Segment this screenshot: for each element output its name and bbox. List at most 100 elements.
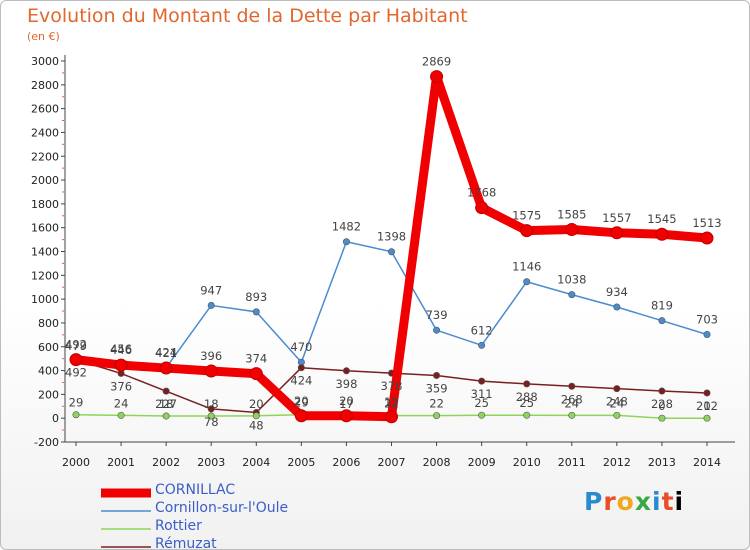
data-label: 1545 [647, 212, 676, 226]
data-point [523, 278, 531, 286]
x-tick-label: 2001 [107, 456, 135, 469]
data-label: 1557 [602, 211, 631, 225]
x-tick-label: 2002 [152, 456, 180, 469]
x-tick-label: 2004 [242, 456, 270, 469]
data-label: 22 [384, 397, 399, 411]
chart-subtitle: (en €) [27, 30, 60, 43]
data-point [658, 387, 666, 395]
data-point [700, 231, 714, 245]
data-point [613, 303, 621, 311]
data-label: 212 [696, 399, 718, 413]
data-label: 446 [110, 343, 132, 357]
data-point [385, 410, 398, 424]
legend-swatch-cornillac [101, 488, 151, 498]
data-label: 492 [65, 338, 87, 352]
data-label: 25 [519, 396, 534, 410]
x-tick-label: 2010 [513, 456, 541, 469]
data-label: 424 [290, 374, 312, 388]
y-tick-label: 600 [38, 341, 59, 354]
logo-letter: o [616, 487, 635, 516]
y-tick-label: -200 [34, 436, 59, 449]
data-label: 398 [335, 377, 357, 391]
data-point [613, 385, 621, 393]
data-point [613, 411, 621, 419]
data-point [568, 382, 576, 390]
legend-item-rottier[interactable]: Rottier [101, 518, 361, 539]
y-tick-label: 0 [52, 412, 59, 425]
y-tick-label: 2000 [31, 174, 59, 187]
data-label: 492 [65, 366, 87, 380]
data-label: 1768 [467, 186, 496, 200]
data-label: 29 [69, 396, 84, 410]
legend-swatch-cornillon [101, 510, 151, 512]
y-tick-label: 400 [38, 365, 59, 378]
data-label: 456 [110, 342, 132, 356]
legend-item-cornillon[interactable]: Cornillon-sur-l'Oule [101, 500, 361, 521]
data-point [294, 409, 308, 423]
data-label: 22 [429, 397, 444, 411]
data-label: 25 [474, 396, 489, 410]
data-point [703, 414, 711, 422]
data-point [207, 405, 215, 413]
data-point [114, 358, 128, 372]
data-point [523, 380, 531, 388]
y-tick-label: 1000 [31, 293, 59, 306]
data-label: 1575 [512, 209, 541, 223]
data-point [297, 364, 305, 372]
data-point [204, 364, 218, 378]
data-point [69, 353, 83, 367]
y-tick-label: 2600 [31, 103, 59, 116]
data-point [433, 326, 441, 334]
data-label: 20 [294, 394, 309, 408]
data-label: 268 [561, 392, 583, 406]
logo-letter: P [584, 487, 604, 516]
x-tick-label: 2009 [468, 456, 496, 469]
data-point [207, 412, 215, 420]
data-label: 24 [564, 396, 579, 410]
data-label: 0 [703, 399, 710, 413]
data-label: 947 [200, 283, 222, 297]
data-point [478, 377, 486, 385]
data-point [430, 70, 444, 84]
data-label: 424 [155, 346, 177, 360]
data-label: 17 [339, 397, 354, 411]
data-label: 24 [114, 396, 129, 410]
data-point [565, 222, 579, 236]
legend-swatch-remuzat [101, 546, 151, 548]
legend-label-cornillac: CORNILLAC [155, 482, 236, 498]
legend-item-remuzat[interactable]: Rémuzat [101, 536, 361, 549]
data-label: 227 [155, 397, 177, 411]
data-label: 29 [294, 396, 309, 410]
y-tick-label: 1800 [31, 198, 59, 211]
data-label: 228 [651, 397, 673, 411]
legend: CORNILLAC Cornillon-sur-l'Oule Rottier R… [101, 482, 361, 549]
data-label: 1482 [332, 220, 361, 234]
y-tick-label: 200 [38, 388, 59, 401]
logo-letter: r [603, 487, 617, 516]
data-point [478, 341, 486, 349]
data-label: 18 [159, 397, 174, 411]
data-label: 378 [381, 379, 403, 393]
data-label: 1585 [557, 207, 586, 221]
data-label: 311 [471, 387, 493, 401]
data-point [252, 308, 260, 316]
logo-letter: i [652, 487, 662, 516]
data-point [475, 201, 489, 215]
data-point [478, 411, 486, 419]
data-label: 48 [249, 418, 264, 432]
data-point [703, 389, 711, 397]
data-point [520, 224, 534, 238]
data-point [433, 412, 441, 420]
data-point [342, 238, 350, 246]
data-label: 1038 [557, 273, 586, 287]
x-tick-label: 2003 [197, 456, 225, 469]
data-label: 1146 [512, 260, 541, 274]
x-tick-label: 2013 [648, 456, 676, 469]
y-tick-label: 1600 [31, 222, 59, 235]
legend-item-cornillac[interactable]: CORNILLAC [101, 482, 361, 503]
x-tick-label: 2011 [558, 456, 586, 469]
legend-swatch-rottier [101, 528, 151, 530]
data-point [658, 414, 666, 422]
y-tick-label: 1200 [31, 269, 59, 282]
